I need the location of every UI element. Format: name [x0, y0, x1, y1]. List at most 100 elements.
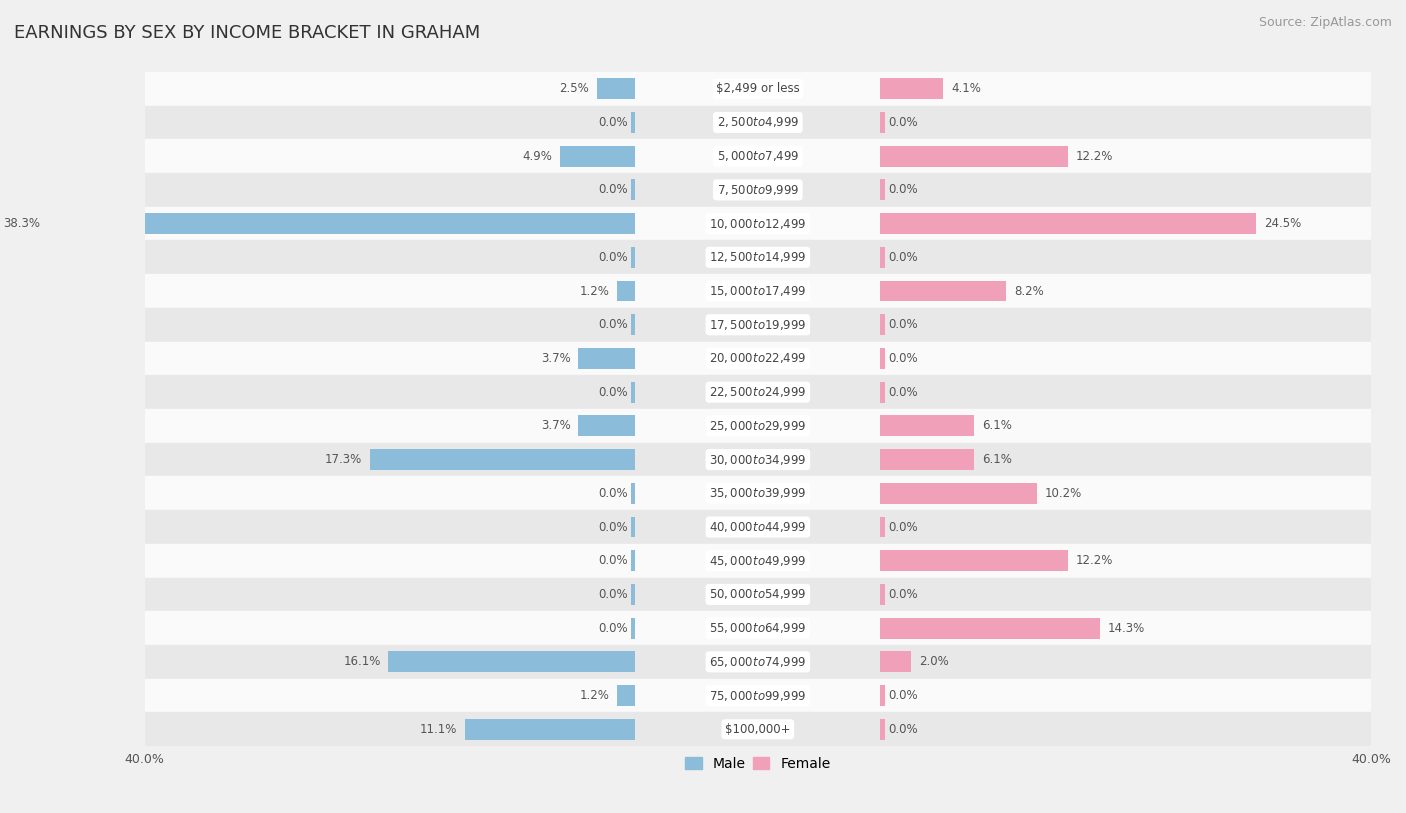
Bar: [880, 516, 886, 537]
Bar: [48, 213, 636, 234]
Text: 6.1%: 6.1%: [981, 453, 1011, 466]
Bar: [145, 577, 1371, 611]
Text: 2.0%: 2.0%: [918, 655, 949, 668]
Bar: [145, 544, 1371, 577]
Bar: [145, 241, 1371, 274]
Text: 4.9%: 4.9%: [523, 150, 553, 163]
Bar: [880, 449, 974, 470]
Bar: [145, 207, 1371, 241]
Bar: [145, 712, 1371, 746]
Text: 0.0%: 0.0%: [889, 689, 918, 702]
Text: 3.7%: 3.7%: [541, 420, 571, 433]
Text: 0.0%: 0.0%: [598, 184, 627, 197]
Text: $35,000 to $39,999: $35,000 to $39,999: [709, 486, 807, 500]
Text: $22,500 to $24,999: $22,500 to $24,999: [709, 385, 807, 399]
Text: 0.0%: 0.0%: [889, 184, 918, 197]
Text: $12,500 to $14,999: $12,500 to $14,999: [709, 250, 807, 264]
Bar: [145, 106, 1371, 139]
Bar: [631, 112, 636, 133]
Bar: [880, 280, 1007, 302]
Bar: [880, 78, 943, 99]
Text: $5,000 to $7,499: $5,000 to $7,499: [717, 150, 799, 163]
Bar: [560, 146, 636, 167]
Bar: [145, 139, 1371, 173]
Text: $10,000 to $12,499: $10,000 to $12,499: [709, 216, 807, 231]
Bar: [145, 173, 1371, 207]
Bar: [145, 476, 1371, 510]
Bar: [578, 415, 636, 437]
Text: 0.0%: 0.0%: [889, 251, 918, 264]
Bar: [880, 415, 974, 437]
Bar: [145, 645, 1371, 679]
Text: 1.2%: 1.2%: [579, 689, 609, 702]
Text: 0.0%: 0.0%: [598, 487, 627, 500]
Bar: [617, 280, 636, 302]
Text: $20,000 to $22,499: $20,000 to $22,499: [709, 351, 807, 366]
Bar: [145, 510, 1371, 544]
Text: 0.0%: 0.0%: [889, 318, 918, 331]
Bar: [880, 180, 886, 200]
Bar: [145, 376, 1371, 409]
Text: $15,000 to $17,499: $15,000 to $17,499: [709, 284, 807, 298]
Text: $7,500 to $9,999: $7,500 to $9,999: [717, 183, 799, 197]
Bar: [598, 78, 636, 99]
Bar: [465, 719, 636, 740]
Text: $55,000 to $64,999: $55,000 to $64,999: [709, 621, 807, 635]
Bar: [880, 584, 886, 605]
Bar: [880, 348, 886, 369]
Bar: [880, 146, 1067, 167]
Bar: [880, 382, 886, 402]
Bar: [880, 315, 886, 335]
Text: 0.0%: 0.0%: [598, 554, 627, 567]
Text: 0.0%: 0.0%: [889, 520, 918, 533]
Text: 17.3%: 17.3%: [325, 453, 363, 466]
Text: 0.0%: 0.0%: [598, 318, 627, 331]
Bar: [631, 315, 636, 335]
Text: 6.1%: 6.1%: [981, 420, 1011, 433]
Text: 0.0%: 0.0%: [889, 588, 918, 601]
Bar: [145, 443, 1371, 476]
Bar: [617, 685, 636, 706]
Bar: [880, 213, 1256, 234]
Text: 0.0%: 0.0%: [598, 116, 627, 129]
Bar: [145, 274, 1371, 308]
Text: $2,499 or less: $2,499 or less: [716, 82, 800, 95]
Bar: [631, 618, 636, 638]
Text: 0.0%: 0.0%: [598, 622, 627, 635]
Text: $50,000 to $54,999: $50,000 to $54,999: [709, 588, 807, 602]
Bar: [880, 550, 1067, 572]
Bar: [388, 651, 636, 672]
Legend: Male, Female: Male, Female: [679, 751, 837, 776]
Text: $100,000+: $100,000+: [725, 723, 790, 736]
Bar: [880, 651, 911, 672]
Text: $30,000 to $34,999: $30,000 to $34,999: [709, 453, 807, 467]
Bar: [880, 483, 1036, 504]
Bar: [145, 679, 1371, 712]
Bar: [631, 180, 636, 200]
Text: 8.2%: 8.2%: [1014, 285, 1043, 298]
Text: 0.0%: 0.0%: [889, 116, 918, 129]
Text: 38.3%: 38.3%: [3, 217, 41, 230]
Bar: [145, 341, 1371, 376]
Text: 12.2%: 12.2%: [1076, 554, 1112, 567]
Text: 11.1%: 11.1%: [420, 723, 457, 736]
Text: 4.1%: 4.1%: [950, 82, 981, 95]
Text: 0.0%: 0.0%: [598, 385, 627, 398]
Text: EARNINGS BY SEX BY INCOME BRACKET IN GRAHAM: EARNINGS BY SEX BY INCOME BRACKET IN GRA…: [14, 24, 481, 42]
Bar: [578, 348, 636, 369]
Bar: [880, 247, 886, 267]
Text: $17,500 to $19,999: $17,500 to $19,999: [709, 318, 807, 332]
Text: $75,000 to $99,999: $75,000 to $99,999: [709, 689, 807, 702]
Text: 0.0%: 0.0%: [889, 352, 918, 365]
Text: $65,000 to $74,999: $65,000 to $74,999: [709, 654, 807, 669]
Text: $25,000 to $29,999: $25,000 to $29,999: [709, 419, 807, 433]
Text: $2,500 to $4,999: $2,500 to $4,999: [717, 115, 799, 129]
Bar: [145, 72, 1371, 106]
Text: 24.5%: 24.5%: [1264, 217, 1301, 230]
Text: 0.0%: 0.0%: [598, 520, 627, 533]
Text: 0.0%: 0.0%: [598, 588, 627, 601]
Text: $45,000 to $49,999: $45,000 to $49,999: [709, 554, 807, 567]
Text: 16.1%: 16.1%: [343, 655, 381, 668]
Text: 0.0%: 0.0%: [889, 723, 918, 736]
Bar: [631, 483, 636, 504]
